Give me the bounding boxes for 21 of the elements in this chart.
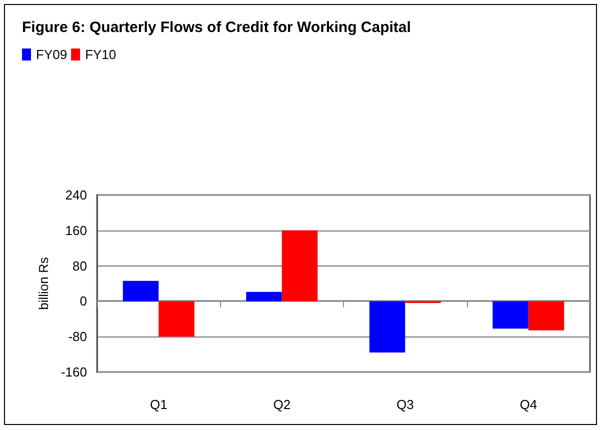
x-tick-label: Q3: [396, 397, 414, 412]
bar: [282, 230, 318, 302]
bar: [158, 301, 194, 337]
y-tick-label: 80: [72, 258, 87, 274]
legend-label: FY09: [36, 47, 68, 62]
x-tick-label: Q4: [520, 397, 538, 412]
y-tick-label: 160: [65, 222, 87, 238]
bar: [246, 292, 282, 302]
x-tick-label: Q2: [273, 397, 291, 412]
bar: [369, 301, 406, 353]
legend-label: FY10: [85, 47, 116, 62]
y-tick-label: 240: [65, 188, 87, 202]
y-tick-label: 0: [80, 294, 87, 309]
x-tick-label: Q1: [150, 397, 168, 412]
bar: [492, 301, 528, 329]
chart-title: Figure 6: Quarterly Flows of Credit for Working Capital: [22, 19, 411, 36]
y-tick-label: -160: [60, 364, 87, 380]
y-tick-label: -80: [68, 329, 87, 344]
bar: [528, 301, 564, 330]
bar: [122, 280, 159, 302]
y-axis-title: billion Rs: [36, 256, 52, 310]
